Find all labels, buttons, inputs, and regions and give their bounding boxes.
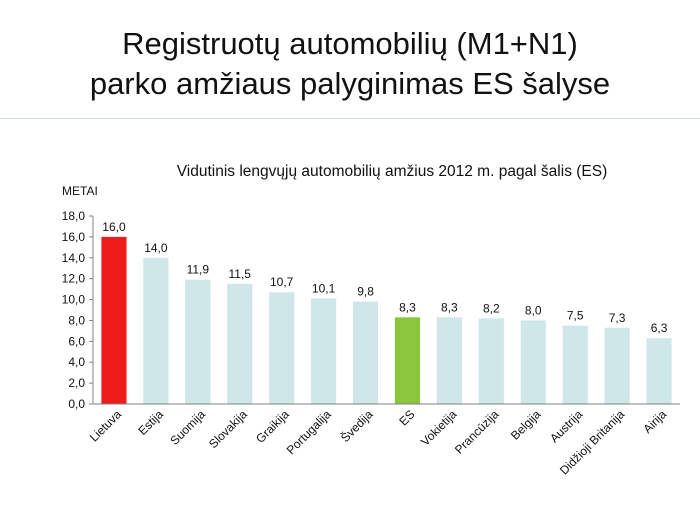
- y-tick-label: 16,0: [62, 230, 86, 244]
- bar-value-label: 7,5: [567, 309, 584, 323]
- y-tick-label: 2,0: [68, 376, 85, 390]
- x-tick-label: ES: [396, 407, 417, 428]
- y-tick-label: 8,0: [68, 313, 85, 327]
- bar-value-label: 6,3: [651, 321, 668, 335]
- y-tick-label: 10,0: [62, 293, 86, 307]
- bar: [646, 338, 672, 404]
- x-tick-label: Lietuva: [87, 407, 124, 444]
- slide-title-line-2: parko amžiaus palyginimas ES šalyse: [89, 66, 611, 101]
- bar: [352, 301, 379, 404]
- title-divider: [0, 118, 700, 119]
- bar: [520, 320, 546, 404]
- y-tick-label: 4,0: [68, 355, 85, 369]
- x-tick-label: Prancūzija: [452, 407, 502, 457]
- value-labels: 16,0 14,0 11,9 11,5 10,7 10,1 9,8 8,3 8,3 8,2 8,0 7…: [102, 220, 667, 335]
- x-tick-label: Belgija: [508, 407, 544, 443]
- bar-value-label: 7,3: [609, 311, 626, 325]
- bar: [604, 327, 630, 404]
- bar: [478, 318, 504, 404]
- bar: [562, 325, 588, 404]
- bar: [143, 257, 169, 404]
- bar-value-label: 9,8: [357, 285, 374, 299]
- y-tick-label: 18,0: [62, 209, 86, 223]
- bar-value-label: 8,3: [441, 300, 458, 314]
- x-tick-label: Suomija: [167, 407, 208, 448]
- x-tick-label: Portugalija: [284, 407, 334, 457]
- bar: [436, 317, 462, 404]
- slide-title-line-1: Registruotų automobilių (M1+N1): [122, 26, 578, 61]
- x-tick-label: Estija: [135, 407, 166, 438]
- bar: [269, 292, 295, 404]
- bar: [101, 236, 127, 404]
- bar-value-label: 16,0: [102, 220, 126, 234]
- y-tick-label: 0,0: [68, 397, 85, 411]
- bar-value-label: 11,9: [187, 263, 210, 277]
- y-tick-label: 12,0: [62, 272, 86, 286]
- slide-title: Registruotų automobilių (M1+N1) parko am…: [0, 24, 700, 104]
- bar-value-label: 10,7: [270, 275, 294, 289]
- bar-value-label: 10,1: [312, 282, 336, 296]
- y-tick-label: 6,0: [68, 334, 85, 348]
- x-tick-label: Austrija: [547, 407, 585, 445]
- x-tick-label: Slovakija: [206, 407, 250, 451]
- bar-value-label: 14,0: [144, 241, 168, 255]
- bar-value-label: 11,5: [229, 267, 252, 281]
- bar-value-label: 8,0: [525, 303, 542, 317]
- x-tick-label: Graikija: [253, 407, 292, 446]
- y-tick-label: 14,0: [62, 251, 86, 265]
- bar-value-label: 8,3: [399, 300, 416, 314]
- bar: [394, 317, 421, 404]
- bar: [185, 279, 211, 404]
- bars: [101, 236, 672, 404]
- x-tick-label: Airija: [640, 407, 669, 436]
- x-tick-label: Švedija: [337, 406, 376, 445]
- bar: [227, 283, 253, 404]
- x-tick-label: Vokietija: [418, 407, 460, 449]
- bar: [311, 298, 337, 404]
- chart-title: Vidutinis lengvųjų automobilių amžius 20…: [177, 163, 608, 180]
- y-axis: 0,0 2,0 4,0 6,0 8,0 10,0 12,0 14,0 16,0 18,0: [62, 209, 94, 411]
- y-axis-label: METAI: [62, 184, 98, 198]
- bar-value-label: 8,2: [483, 301, 500, 315]
